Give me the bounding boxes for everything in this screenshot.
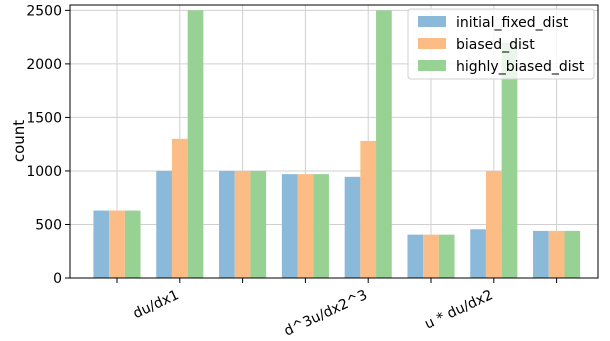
legend-box [407, 8, 595, 80]
bar [501, 42, 518, 279]
bar [344, 176, 361, 278]
y-axis-label: count [10, 120, 28, 162]
bar [297, 174, 314, 278]
legend-swatch [418, 60, 446, 71]
x-tick-label: u * du/dx2 [422, 287, 495, 332]
bar [219, 170, 235, 278]
legend-swatch [418, 38, 446, 49]
bar [171, 138, 188, 278]
legend-swatch [418, 16, 446, 27]
bar [109, 210, 125, 278]
bar [281, 174, 298, 278]
bar [250, 170, 267, 278]
bar [438, 234, 455, 278]
y-tick-label: 2000 [26, 57, 62, 73]
y-tick-label: 0 [53, 271, 62, 287]
bar [93, 210, 110, 278]
bar [470, 229, 486, 278]
y-tick-label: 1500 [26, 110, 62, 126]
y-tick-label: 500 [35, 217, 62, 233]
bar [423, 234, 439, 278]
legend: initial_fixed_dist biased_dist highly_bias… [407, 8, 595, 80]
bar [548, 230, 565, 278]
bar [156, 170, 172, 278]
x-tick-label: du/dx1 [131, 287, 182, 322]
y-tick-label: 2500 [26, 3, 62, 19]
bar [313, 174, 329, 278]
bar [533, 230, 549, 278]
bar [485, 170, 502, 278]
y-axis-ticks: 0 500 1000 1500 2000 2500 [26, 3, 70, 287]
legend-label: initial_fixed_dist [456, 15, 569, 31]
y-tick-label: 1000 [26, 164, 62, 180]
legend-label: highly_biased_dist [456, 59, 585, 75]
x-axis-ticks: du/dx1 d^3u/dx2^3 u * du/dx2 [116, 278, 558, 340]
bar [407, 234, 424, 278]
bar [124, 210, 141, 278]
bars [93, 10, 581, 279]
x-tick-label: d^3u/dx2^3 [282, 287, 370, 337]
bar [376, 10, 392, 279]
plot-frame [69, 4, 599, 279]
bar [234, 170, 251, 278]
legend-label: biased_dist [456, 37, 535, 53]
bar [564, 230, 581, 278]
bar [360, 140, 377, 278]
bar [187, 10, 204, 279]
